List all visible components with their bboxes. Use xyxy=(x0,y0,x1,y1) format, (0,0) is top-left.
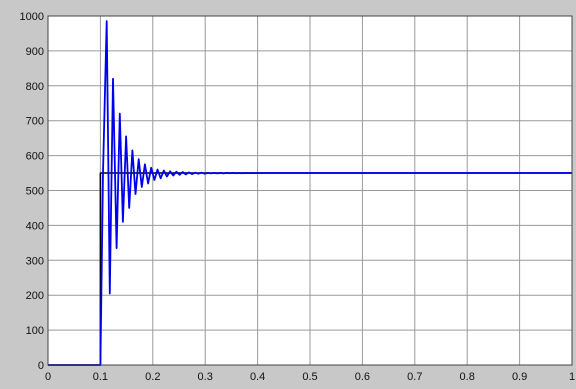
y-tick-label: 700 xyxy=(26,116,44,128)
x-tick-label: 1 xyxy=(569,371,575,383)
x-tick-label: 0.4 xyxy=(250,371,265,383)
y-tick-label: 600 xyxy=(26,151,44,163)
x-tick-label: 0.3 xyxy=(198,371,213,383)
x-tick-label: 0.8 xyxy=(460,371,475,383)
y-tick-label: 900 xyxy=(26,46,44,58)
y-tick-label: 800 xyxy=(26,81,44,93)
x-tick-label: 0.2 xyxy=(145,371,160,383)
x-tick-label: 0.1 xyxy=(93,371,108,383)
y-axis-ticks: 0 100 200 300 400 500 600 700 800 900 1000 xyxy=(20,11,44,372)
x-tick-label: 0.9 xyxy=(512,371,527,383)
y-tick-label: 1000 xyxy=(20,11,44,23)
x-axis-ticks: 0 0.1 0.2 0.3 0.4 0.5 0.6 0.7 0.8 0.9 1 xyxy=(45,371,575,383)
x-tick-label: 0.7 xyxy=(407,371,422,383)
y-tick-label: 200 xyxy=(26,290,44,302)
y-tick-label: 100 xyxy=(26,325,44,337)
y-tick-label: 0 xyxy=(38,360,44,372)
y-tick-label: 300 xyxy=(26,255,44,267)
y-tick-label: 400 xyxy=(26,220,44,232)
y-tick-label: 500 xyxy=(26,186,44,198)
x-tick-label: 0 xyxy=(45,371,51,383)
x-tick-label: 0.6 xyxy=(355,371,370,383)
x-tick-label: 0.5 xyxy=(302,371,317,383)
response-line xyxy=(48,20,572,366)
plot-frame xyxy=(47,15,573,366)
